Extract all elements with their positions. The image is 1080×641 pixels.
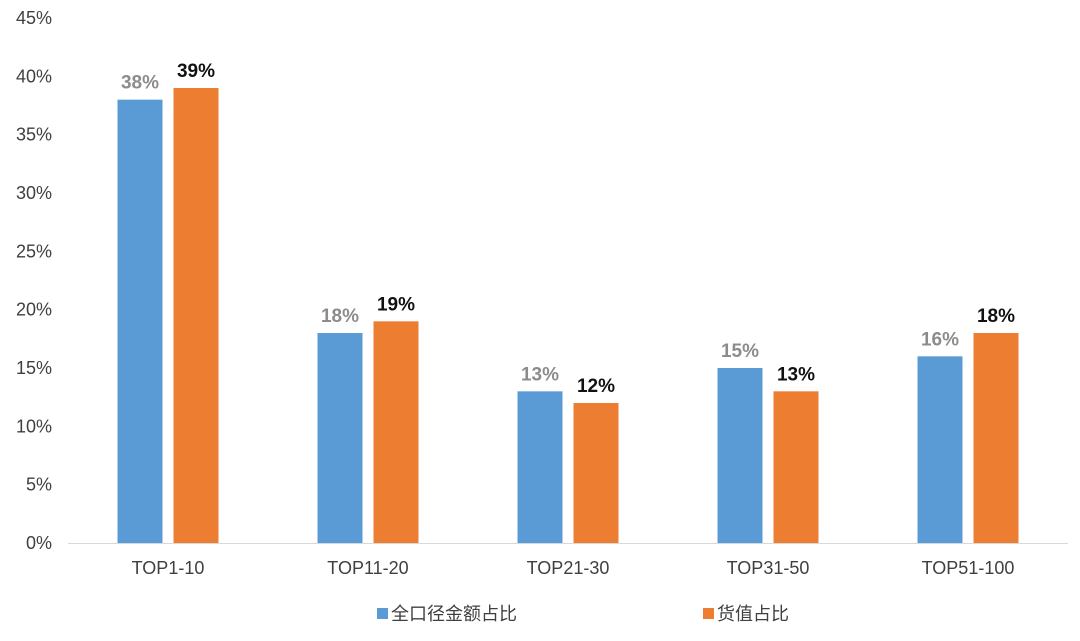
data-label: 15% — [721, 341, 759, 362]
y-axis: 0% 5% 10% 15% 20% 25% 30% 35% 40% 45% — [16, 8, 52, 553]
legend: 全口径金额占比 货值占比 — [377, 604, 789, 625]
bar-amount-share — [917, 356, 963, 543]
x-category-label: TOP21-30 — [527, 558, 610, 578]
bar-value-share — [373, 321, 419, 543]
data-label: 13% — [521, 364, 559, 385]
data-label: 18% — [977, 306, 1015, 327]
x-category-label: TOP1-10 — [132, 558, 205, 578]
x-category-label: TOP11-20 — [327, 558, 408, 578]
y-tick-label: 25% — [16, 241, 52, 261]
data-label: 39% — [177, 61, 215, 82]
y-tick-label: 10% — [16, 416, 52, 436]
y-tick-label: 30% — [16, 183, 52, 203]
x-axis: TOP1-10 TOP11-20 TOP21-30 TOP31-50 TOP51-100 — [68, 543, 1068, 578]
data-label: 38% — [121, 73, 159, 94]
bar-value-share — [573, 403, 619, 543]
bar-amount-share — [117, 99, 163, 544]
data-label: 19% — [377, 294, 415, 315]
bars-group — [117, 88, 1019, 544]
data-label: 18% — [321, 306, 359, 327]
bar-value-share — [773, 391, 819, 543]
bar-amount-share — [317, 333, 363, 543]
x-category-label: TOP31-50 — [727, 558, 810, 578]
y-tick-label: 40% — [16, 66, 52, 86]
y-tick-label: 20% — [16, 300, 52, 320]
legend-swatch — [377, 608, 388, 619]
y-tick-label: 15% — [16, 358, 52, 378]
bar-value-share — [173, 88, 219, 543]
legend-label: 货值占比 — [717, 604, 789, 625]
x-category-label: TOP51-100 — [922, 558, 1015, 578]
y-tick-label: 45% — [16, 8, 52, 28]
legend-swatch — [703, 608, 714, 619]
y-tick-label: 35% — [16, 125, 52, 145]
bar-amount-share — [517, 391, 563, 543]
bar-amount-share — [717, 368, 763, 543]
legend-label: 全口径金额占比 — [391, 604, 517, 625]
data-label: 13% — [777, 364, 815, 385]
data-label: 16% — [921, 329, 959, 350]
data-label: 12% — [577, 376, 615, 397]
data-labels-group: 38% 39% 18% 19% 13% 12% 15% 13% 16% 18% — [121, 61, 1015, 397]
bar-value-share — [973, 333, 1019, 543]
y-tick-label: 0% — [26, 533, 52, 553]
y-tick-label: 5% — [26, 475, 52, 495]
